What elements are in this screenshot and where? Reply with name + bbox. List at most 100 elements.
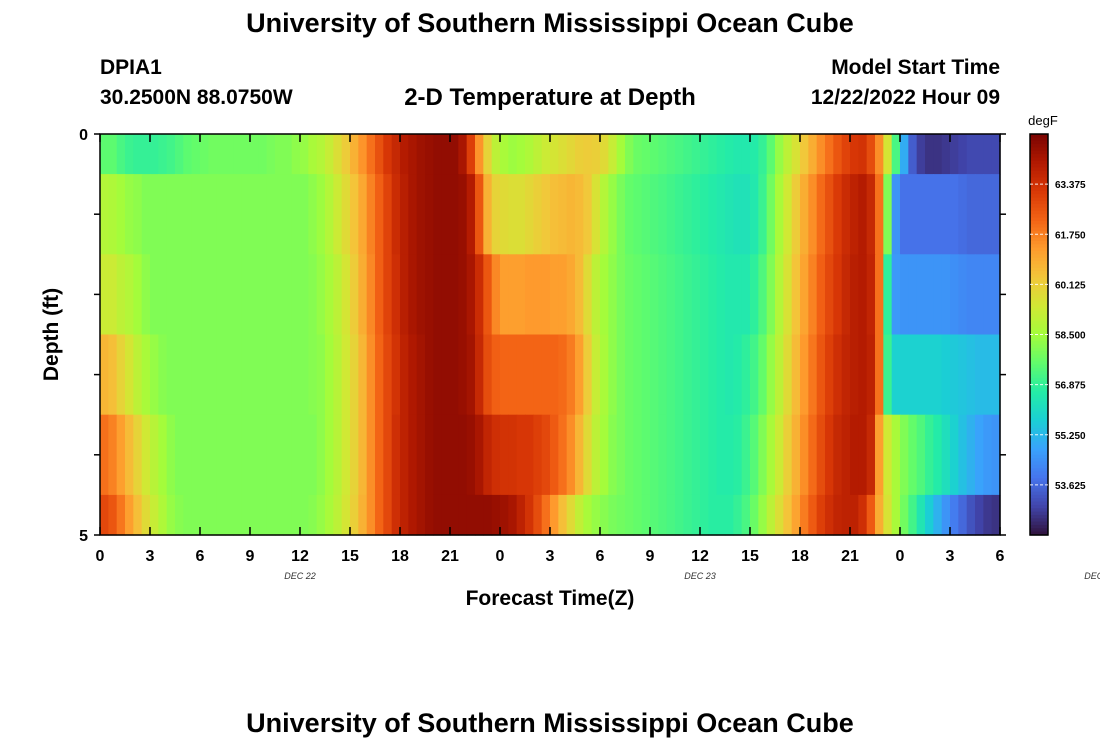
heatmap-cell [141,254,151,336]
heatmap-cell [791,174,801,255]
heatmap-cell [333,334,343,416]
colorbar-segment [1030,190,1048,195]
colorbar-segment [1030,167,1048,172]
heatmap-cell [675,414,684,496]
heatmap-cell [700,254,709,336]
heatmap-cell [125,134,134,175]
heatmap-cell [683,414,693,496]
heatmap-cell [358,334,368,416]
heatmap-cell [408,134,418,175]
heatmap-cell [308,494,318,536]
heatmap-cell [816,174,826,255]
heatmap-cell [666,174,676,255]
heatmap-cell [291,174,301,255]
heatmap-cell [175,134,184,175]
heatmap-cell [558,334,568,416]
heatmap-cell [725,134,734,175]
heatmap-cell [725,414,734,496]
heatmap-cell [291,254,301,336]
colorbar-segment [1030,524,1048,529]
x-tick-label: 3 [546,548,555,565]
heatmap-cell [350,494,359,536]
heatmap-cell [450,254,459,336]
heatmap-cell [925,134,934,175]
colorbar-segment [1030,224,1048,229]
heatmap-cell [616,414,626,496]
heatmap-cell [383,174,393,255]
colorbar-segment [1030,481,1048,486]
heatmap-cell [825,254,834,336]
heatmap-cell [575,334,584,416]
heatmap-cell [750,334,759,416]
heatmap-cell [725,254,734,336]
heatmap-cell [450,414,459,496]
heatmap-cell [533,334,543,416]
heatmap-cell [783,494,793,536]
colorbar-segment [1030,441,1048,446]
colorbar-segment [1030,281,1048,285]
heatmap-cell [891,174,901,255]
heatmap-cell [233,334,243,416]
heatmap-cell [800,334,809,416]
heatmap-cell [666,254,676,336]
colorbar-segment [1030,528,1048,533]
heatmap-cell [675,334,684,416]
heatmap-cell [425,334,434,416]
heatmap-cell [508,134,518,175]
heatmap-cell [483,174,493,255]
heatmap-cell [391,174,401,255]
heatmap-cell [216,494,226,536]
heatmap-cell [383,494,393,536]
heatmap-cell [550,494,559,536]
heatmap-cell [691,414,701,496]
heatmap-cell [516,334,526,416]
heatmap-cell [441,494,451,536]
heatmap-cell [425,494,434,536]
heatmap-cell [825,334,834,416]
heatmap-cell [433,494,443,536]
heatmap-cell [741,334,751,416]
heatmap-cell [750,254,759,336]
heatmap-cell [716,254,726,336]
heatmap-cell [366,414,376,496]
heatmap-cell [108,134,118,175]
heatmap-cell [400,134,409,175]
heatmap-cell [350,174,359,255]
heatmap-cell [500,414,509,496]
heatmap-cell [600,134,609,175]
heatmap-cell [275,414,284,496]
colorbar-segment [1030,451,1048,456]
heatmap-cell [991,174,1001,255]
heatmap-cell [941,494,951,536]
heatmap-cell [916,494,926,536]
x-tick-label: 0 [896,548,905,565]
heatmap-cell [975,254,984,336]
heatmap-cell [983,174,993,255]
heatmap-cell [941,174,951,255]
colorbar-segment [1030,464,1048,469]
heatmap-cell [825,134,834,175]
heatmap-cell [866,414,876,496]
heatmap-cell [750,174,759,255]
heatmap-cell [475,254,484,336]
heatmap-cell [900,254,909,336]
heatmap-cell [883,254,893,336]
heatmap-cell [650,134,659,175]
heatmap-cell [891,134,901,175]
colorbar-segment [1030,521,1048,526]
heatmap-cell [241,494,251,536]
heatmap-cell [658,334,668,416]
colorbar-segment [1030,387,1048,392]
heatmap-cell [800,414,809,496]
colorbar-segment [1030,458,1048,463]
heatmap-cell [416,134,426,175]
heatmap-cell [841,134,851,175]
heatmap-cell [341,254,351,336]
heatmap-cell [550,414,559,496]
heatmap-cell [116,134,126,175]
x-date-label: DEC 23 [684,571,716,581]
heatmap-cell [241,174,251,255]
heatmap-cell [116,494,126,536]
heatmap-cell [300,254,309,336]
heatmap-cell [633,134,643,175]
